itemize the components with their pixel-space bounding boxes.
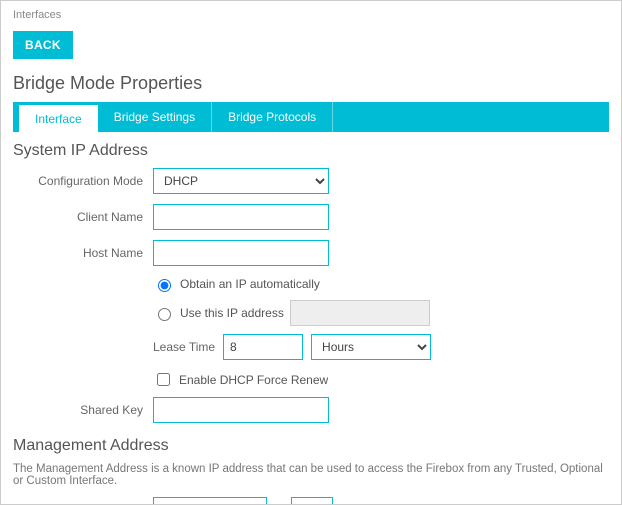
use-this-ip-label: Use this IP address [180,306,284,320]
row-lease-time: Lease Time Hours [153,334,609,360]
back-button[interactable]: BACK [13,31,73,59]
row-force-renew: Enable DHCP Force Renew [153,370,609,389]
shared-key-label: Shared Key [13,403,153,417]
use-this-ip-radio[interactable] [158,308,171,321]
row-client-name: Client Name [13,204,609,230]
client-name-label: Client Name [13,210,153,224]
app-frame: Interfaces BACK Bridge Mode Properties I… [0,0,622,505]
management-ip-input[interactable] [153,497,267,505]
host-name-label: Host Name [13,246,153,260]
obtain-auto-label: Obtain an IP automatically [180,277,320,291]
page-title: Bridge Mode Properties [13,73,609,94]
force-renew-label: Enable DHCP Force Renew [179,373,328,387]
shared-key-input[interactable] [153,397,329,423]
force-renew-checkbox[interactable] [157,373,170,386]
config-mode-label: Configuration Mode [13,174,153,188]
row-shared-key: Shared Key [13,397,609,423]
lease-time-input[interactable] [223,334,303,360]
breadcrumb: Interfaces [13,9,609,21]
row-use-this-ip: Use this IP address [153,300,609,326]
use-this-ip-input [290,300,430,326]
tab-interface[interactable]: Interface [19,105,98,132]
ip-mode-group: Obtain an IP automatically Use this IP a… [13,276,609,389]
management-prefix-input[interactable] [291,497,333,505]
lease-time-unit-select[interactable]: Hours [311,334,431,360]
row-config-mode: Configuration Mode DHCP [13,168,609,194]
lease-time-label: Lease Time [153,340,215,354]
tab-bar: Interface Bridge Settings Bridge Protoco… [13,102,609,132]
row-obtain-auto: Obtain an IP automatically [153,276,609,292]
config-mode-select[interactable]: DHCP [153,168,329,194]
system-ip-heading: System IP Address [13,142,609,160]
host-name-input[interactable] [153,240,329,266]
row-management-ip: IP Address / [13,497,609,505]
management-description: The Management Address is a known IP add… [13,463,609,487]
row-host-name: Host Name [13,240,609,266]
obtain-auto-radio[interactable] [158,279,171,292]
client-name-input[interactable] [153,204,329,230]
management-heading: Management Address [13,437,609,455]
tab-bridge-protocols[interactable]: Bridge Protocols [212,102,333,132]
tab-bridge-settings[interactable]: Bridge Settings [98,102,212,132]
